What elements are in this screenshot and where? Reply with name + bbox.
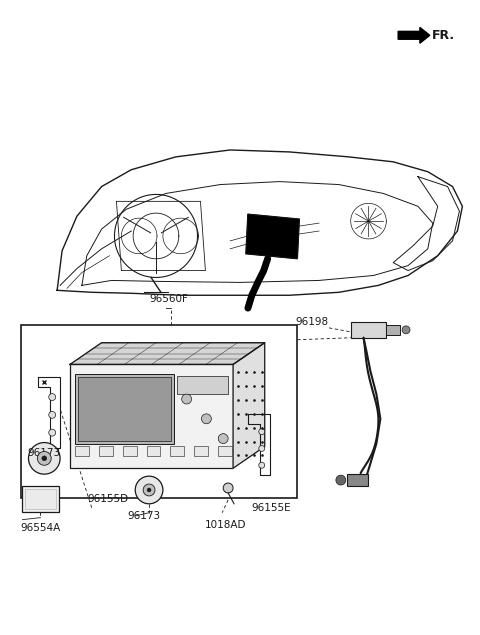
Text: 96155E: 96155E bbox=[252, 503, 291, 513]
Circle shape bbox=[143, 484, 155, 496]
Bar bbox=[146, 446, 160, 457]
Bar bbox=[351, 322, 386, 338]
Polygon shape bbox=[70, 343, 264, 364]
Bar bbox=[123, 446, 136, 457]
Circle shape bbox=[28, 443, 60, 474]
Circle shape bbox=[135, 476, 163, 504]
Bar bbox=[75, 446, 89, 457]
Circle shape bbox=[49, 411, 56, 418]
Text: FR.: FR. bbox=[432, 29, 455, 42]
Bar bbox=[386, 325, 400, 335]
Text: 96560F: 96560F bbox=[149, 294, 188, 304]
Text: 96155D: 96155D bbox=[88, 494, 129, 504]
Bar bbox=[22, 486, 59, 512]
Circle shape bbox=[182, 394, 192, 404]
Bar bbox=[70, 364, 233, 468]
Circle shape bbox=[37, 451, 51, 465]
Bar bbox=[78, 377, 171, 441]
Bar bbox=[75, 375, 174, 443]
Circle shape bbox=[42, 456, 47, 461]
Bar bbox=[21, 325, 297, 498]
Bar bbox=[347, 474, 369, 486]
Text: 96554A: 96554A bbox=[21, 523, 61, 533]
Bar bbox=[177, 377, 228, 394]
Text: 96173: 96173 bbox=[27, 448, 60, 458]
Circle shape bbox=[218, 434, 228, 443]
Bar bbox=[194, 446, 208, 457]
Bar bbox=[24, 489, 56, 509]
Circle shape bbox=[223, 483, 233, 493]
Polygon shape bbox=[233, 343, 264, 468]
Circle shape bbox=[336, 475, 346, 485]
Circle shape bbox=[49, 394, 56, 401]
Polygon shape bbox=[246, 214, 300, 258]
Circle shape bbox=[49, 429, 56, 436]
Bar bbox=[99, 446, 113, 457]
Circle shape bbox=[147, 488, 151, 492]
Circle shape bbox=[259, 446, 264, 451]
Text: 96198: 96198 bbox=[296, 317, 329, 327]
Circle shape bbox=[202, 414, 211, 424]
Circle shape bbox=[402, 326, 410, 334]
Polygon shape bbox=[398, 27, 430, 43]
Circle shape bbox=[259, 462, 264, 468]
Text: 1018AD: 1018AD bbox=[204, 519, 246, 530]
Circle shape bbox=[259, 429, 264, 434]
Bar bbox=[218, 446, 232, 457]
Text: 96173: 96173 bbox=[127, 511, 160, 521]
Bar bbox=[170, 446, 184, 457]
